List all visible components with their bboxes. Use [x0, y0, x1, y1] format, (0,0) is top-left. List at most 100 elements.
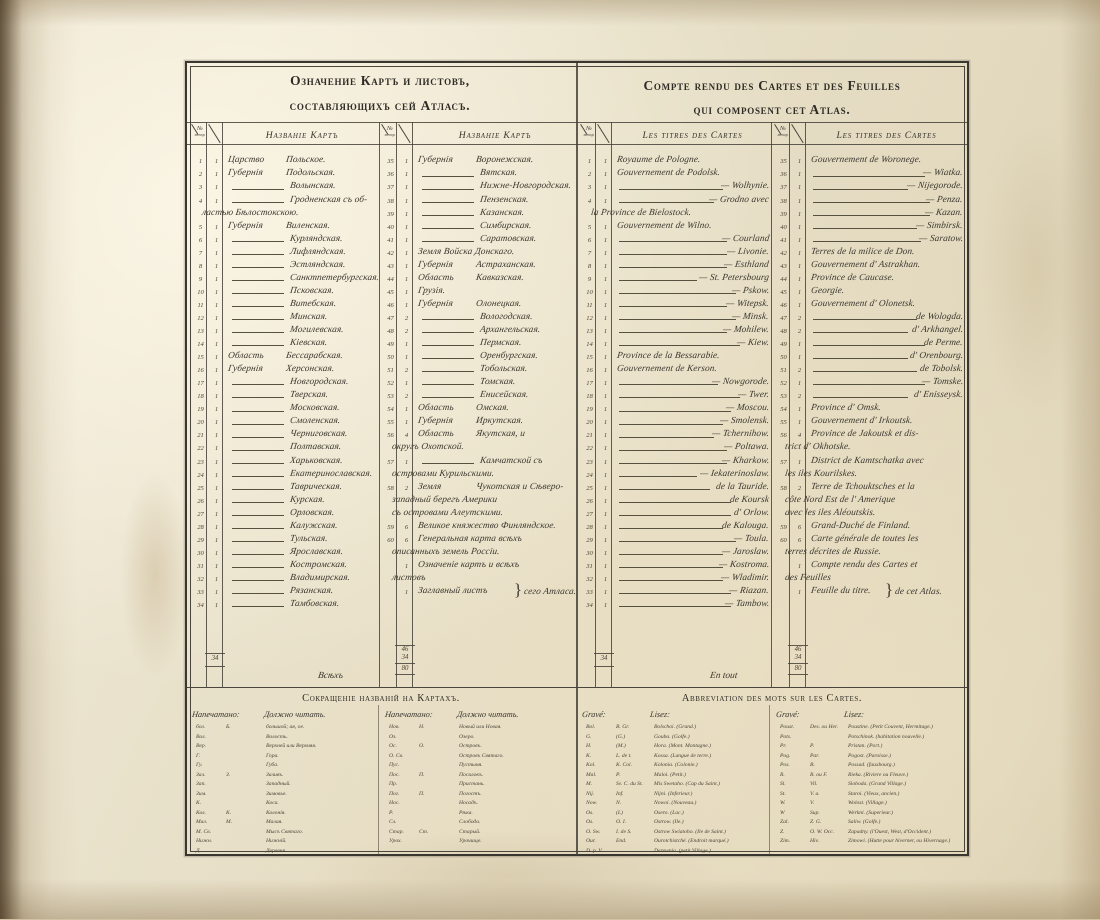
row-label-name: Астраханская. — [475, 259, 537, 270]
row-leader-dash — [232, 319, 284, 321]
abbrev-printed-form: Гу. — [196, 762, 203, 768]
abbrev-row: R. R. ou F. Rieka. (Riviere ou Fleuve.) — [772, 772, 966, 782]
row-leader-dash — [232, 475, 284, 477]
table-row: 13 1 — Mohilew. — [578, 325, 772, 338]
abbrev-printed-alt: Н. — [419, 724, 425, 730]
russian-title-line1: Означение Картъ и листовъ, — [290, 73, 470, 88]
table-row: 47 2 Вологодская. — [380, 312, 576, 325]
table-row: 54 1 Область Омская. — [380, 403, 576, 416]
row-leader-dash — [422, 462, 474, 464]
table-row: 7 1 — Livonie. — [578, 246, 772, 259]
abbrev-reading: Pristan. (Port.) — [848, 743, 883, 749]
row-label: Province de Jakoutsk et dis- — [810, 429, 920, 440]
row-number: 16 — [586, 367, 593, 375]
table-row: 32 1 — Wladimir. — [578, 573, 772, 586]
row-label-name: Новгородская. — [289, 377, 350, 388]
row-leader-dash — [813, 201, 930, 203]
row-number: 13 — [586, 328, 593, 336]
abbrev-row: H. (M.) Hora. (Mont. Montagne.) — [578, 743, 772, 753]
row-label-name: Курская. — [289, 494, 326, 505]
abbrev-printed-form: Д. — [196, 847, 201, 854]
row-number: 3 — [198, 184, 203, 192]
abbrev-printed-alt: I. de S. — [616, 828, 632, 835]
abbrev-printed-alt: Des. ou Her. — [810, 724, 838, 730]
row-number: 35 — [387, 158, 394, 166]
abbrev-printed-form: Вол. — [196, 733, 206, 740]
row-leader-dash — [619, 253, 727, 255]
abbrev-row: Poust. Des. ou Her. Poustine. (Petit Couve… — [772, 724, 966, 734]
row-sheet-count: 1 — [214, 158, 219, 166]
row-number: 22 — [586, 445, 593, 453]
row-label: District de Kamtschatka avec — [810, 455, 925, 466]
row-label-name: Пермская. — [479, 338, 523, 349]
row-sheet-count: 1 — [603, 275, 608, 283]
row-leader-dash — [232, 410, 284, 412]
table-row: 60 6 Carte générale de toutes les — [772, 533, 966, 546]
table-row: 28 1 Калужская. — [190, 520, 380, 533]
row-label-name: Рязанская. — [289, 586, 334, 597]
table-row-continuation: la Province de Bielostock. — [578, 207, 772, 220]
table-row: 47 2 de Wologda. — [772, 312, 966, 325]
table-row: 29 1 — Toula. — [578, 533, 772, 546]
french-col1-total-word: En tout — [709, 671, 738, 681]
row-number: 34 — [586, 602, 593, 610]
table-row: 19 1 — Moscou. — [578, 403, 772, 416]
row-sheet-count: 1 — [214, 288, 219, 296]
row-leader-dash — [232, 397, 284, 399]
row-label-name: — Kharkow. — [720, 455, 770, 466]
abbrev-printed-form: бол. — [196, 724, 206, 730]
row-label-name: — Saratow. — [918, 233, 964, 244]
abbrev-row: Pr. P. Pristan. (Port.) — [772, 743, 966, 753]
abbrev-reading: Maloi. (Petit.) — [654, 771, 686, 778]
row-leader-dash — [619, 240, 727, 242]
row-number: 4 — [198, 197, 203, 205]
row-label-name: Харьковская. — [289, 455, 344, 466]
row-number: 59 — [387, 523, 394, 531]
abbrev-reading: Potschinok. (habitation nouvelle.) — [848, 733, 925, 740]
row-label-name: Лифляндская. — [289, 246, 347, 257]
row-number: 23 — [586, 458, 593, 466]
row-label-name: Костромская. — [289, 559, 348, 570]
row-number: 14 — [586, 341, 593, 349]
row-sheet-count: 1 — [404, 262, 409, 270]
table-row-continuation: côte Nord Est de l' Amerique — [772, 494, 966, 507]
row-number: 58 — [387, 484, 394, 492]
row-sheet-count: 1 — [404, 249, 409, 257]
table-row: 51 2 de Tobolsk. — [772, 364, 966, 377]
french-column-header: Les titres des Cartes — [836, 130, 937, 141]
table-row: 44 1 Province de Caucase. — [772, 272, 966, 285]
table-row: 20 1 Смоленская. — [190, 416, 380, 429]
abbrev-printed-form: Sl. — [780, 781, 786, 787]
table-row: 17 1 — Nowgorode. — [578, 377, 772, 390]
abbrev-reading: Osero. (Lac.) — [654, 809, 684, 816]
abbrev-printed-form: H. — [586, 743, 592, 749]
row-number: 21 — [586, 432, 593, 440]
abbrev-row: Ос. О. Островъ. — [381, 743, 574, 753]
row-sheet-count: 1 — [214, 510, 219, 518]
row-sheet-count: 6 — [404, 523, 409, 531]
table-row: 4 1 — Grodno avec — [578, 194, 772, 207]
row-sheet-count: 1 — [797, 562, 802, 570]
row-number: 38 — [780, 197, 787, 205]
row-sheet-count: 1 — [404, 341, 409, 349]
row-label-name: Тамбовская. — [289, 599, 340, 610]
abbrev-row: Nij. Inf. Nijni. (Inferieur.) — [578, 791, 772, 801]
russian-col1-total-word: Всѣхъ — [317, 671, 344, 681]
russian-col2-subtotal-a: 46 — [401, 646, 409, 653]
table-row-continuation: западный берегъ Америки — [380, 494, 576, 507]
table-row: 12 1 — Minsk. — [578, 312, 772, 325]
row-leader-dash — [232, 201, 284, 203]
row-label-name: Екатеринославская. — [289, 468, 373, 479]
table-rule-vertical — [395, 122, 397, 687]
row-label-name: d' Orenbourg. — [909, 351, 964, 362]
row-sheet-count: 1 — [603, 354, 608, 362]
row-label-name: — Witepsk. — [725, 298, 770, 309]
row-leader-dash — [232, 306, 284, 307]
row-leader-dash — [422, 397, 474, 399]
table-row: 28 1 de Kalouga. — [578, 520, 772, 533]
row-sheet-count: 1 — [797, 380, 802, 388]
russian-col2-subtotal-b: 34 — [401, 654, 409, 661]
row-sheet-count: 1 — [214, 432, 219, 440]
abbrev-row: Os. O. I. Ostrow. (Ile.) — [578, 819, 772, 829]
row-number: 53 — [780, 393, 787, 401]
